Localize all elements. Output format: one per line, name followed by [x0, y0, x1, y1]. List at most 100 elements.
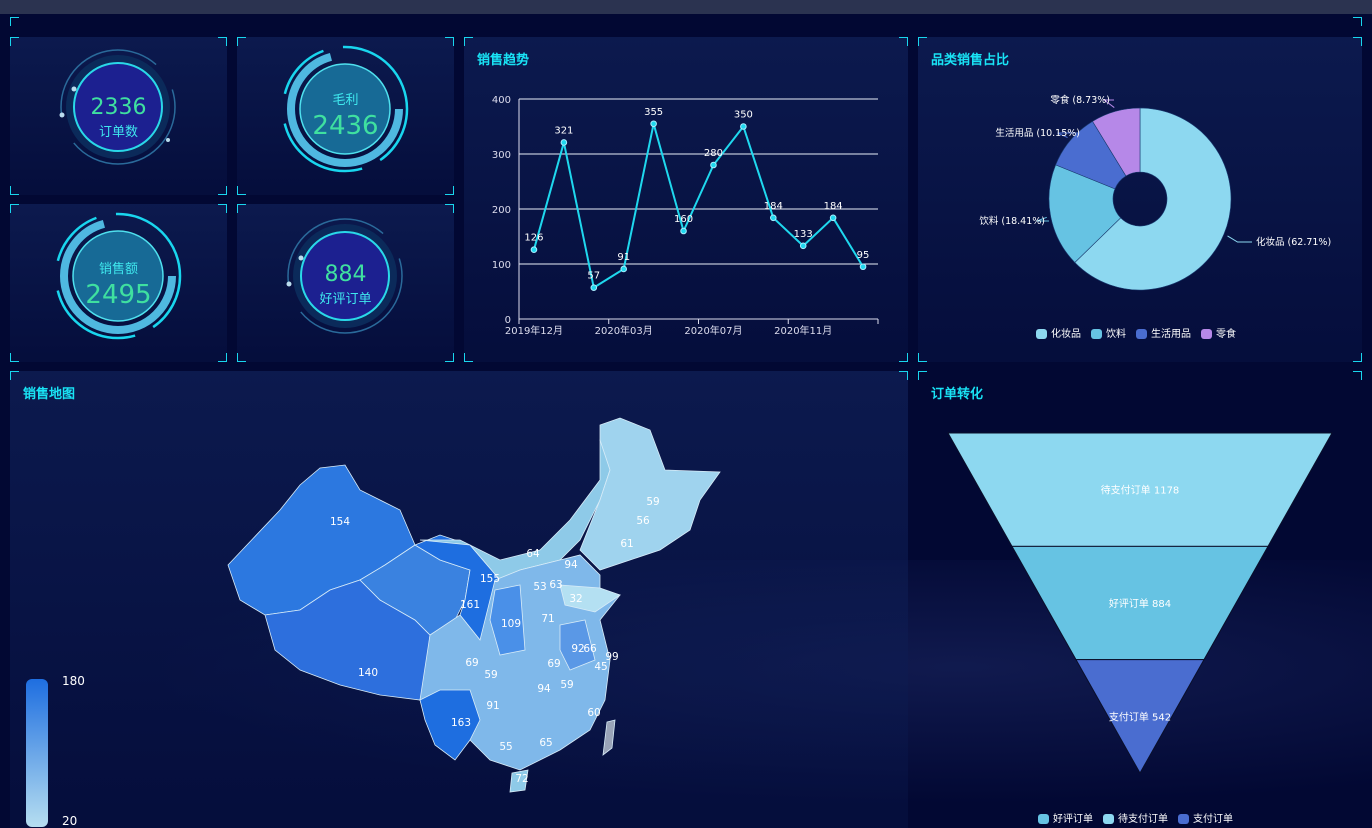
data-label: 91 — [617, 252, 630, 263]
region-value-label: 64 — [526, 548, 540, 560]
y-tick-label: 300 — [492, 150, 511, 161]
legend-swatch — [1136, 329, 1147, 339]
slice-label: 饮料 (18.41%) — [979, 215, 1045, 227]
kpi-value: 2436 — [312, 111, 379, 141]
kpi-label: 毛利 — [332, 93, 359, 108]
data-point — [620, 265, 628, 273]
kpi-card-good-reviews: 884 好评订单 — [237, 204, 454, 362]
data-label: 57 — [587, 271, 600, 282]
label-line — [1102, 99, 1115, 108]
window-top-bar — [0, 0, 1372, 14]
panel-title: 销售趋势 — [477, 53, 530, 68]
data-label: 355 — [644, 107, 663, 118]
region-value-label: 59 — [484, 669, 497, 681]
region-value-label: 66 — [583, 643, 597, 655]
province-region — [602, 719, 616, 756]
kpi-label: 销售额 — [98, 262, 138, 277]
data-label: 133 — [794, 229, 813, 240]
data-point — [590, 284, 598, 291]
legend-item[interactable]: 化妆品 — [1036, 325, 1081, 340]
order-conversion-panel: 订单转化 待支付订单 1178 好评订单 884 支付订单 542 好评订单 待支付订… — [918, 371, 1362, 828]
series-line — [532, 123, 864, 290]
slice-label: 零食 (8.73%) — [1050, 94, 1110, 106]
region-value-label: 72 — [515, 773, 528, 785]
region-value-label: 91 — [486, 700, 499, 712]
ring-orbit-icon — [59, 49, 176, 165]
region-value-label: 32 — [569, 593, 582, 605]
legend-swatch — [1178, 814, 1189, 824]
visual-map-slider[interactable] — [26, 679, 48, 827]
region-value-label: 59 — [560, 679, 573, 691]
data-label: 280 — [704, 148, 723, 159]
region-value-label: 161 — [460, 599, 480, 611]
panel-title: 订单转化 — [931, 387, 984, 402]
data-point — [859, 263, 867, 271]
label-line — [1227, 235, 1252, 243]
y-tick-label: 0 — [505, 315, 511, 326]
legend-swatch — [1091, 329, 1102, 339]
x-tick-label: 2020年11月 — [774, 324, 832, 337]
region-value-label: 71 — [541, 613, 554, 625]
region-value-label: 99 — [605, 651, 618, 663]
pie-slice — [1074, 107, 1232, 291]
region-value-label: 56 — [636, 515, 650, 527]
data-point — [769, 214, 777, 222]
label-line — [1057, 132, 1084, 139]
legend-item[interactable]: 生活用品 — [1136, 325, 1191, 340]
data-point — [530, 246, 538, 253]
ring-orbit-icon — [286, 218, 403, 334]
region-value-label: 154 — [330, 516, 350, 528]
region-value-label: 109 — [501, 618, 521, 630]
y-tick-label: 400 — [492, 95, 511, 106]
pie-slice — [1048, 164, 1122, 263]
region-value-label: 155 — [480, 573, 500, 585]
x-tick-label: 2020年03月 — [595, 324, 653, 337]
kpi-value: 2495 — [85, 280, 152, 310]
province-region — [559, 619, 596, 671]
x-tick-label: 2019年12月 — [505, 324, 563, 337]
region-value-label: 163 — [451, 717, 471, 729]
legend-label: 化妆品 — [1051, 329, 1081, 340]
funnel-chart: 待支付订单 1178 好评订单 884 支付订单 542 — [947, 432, 1333, 775]
legend-label: 零食 — [1216, 329, 1236, 340]
province-region — [489, 584, 526, 656]
data-point — [829, 214, 837, 222]
legend-swatch — [1103, 814, 1114, 824]
legend-label: 支付订单 — [1193, 814, 1233, 825]
y-tick-label: 200 — [492, 205, 511, 216]
sales-trend-panel: 销售趋势 0 100 200 300 400 2019年12月 2020年03月 2020年0… — [464, 37, 908, 362]
panel-title: 销售地图 — [23, 387, 76, 402]
y-tick-label: 100 — [492, 260, 511, 271]
frame-corner — [10, 17, 19, 26]
gauge-ring-icon — [54, 212, 182, 340]
slice-label: 化妆品 (62.71%) — [1256, 236, 1331, 248]
slice-label: 生活用品 (10.15%) — [995, 127, 1080, 139]
kpi-card-sales: 销售额 2495 — [10, 204, 227, 362]
region-value-label: 140 — [358, 667, 378, 679]
province-region — [509, 769, 529, 793]
label-line — [1036, 216, 1049, 222]
legend-item[interactable]: 支付订单 — [1178, 810, 1233, 825]
data-point — [710, 161, 717, 169]
funnel-stage — [1075, 659, 1205, 775]
legend-item[interactable]: 待支付订单 — [1103, 810, 1168, 825]
legend-item[interactable]: 零食 — [1201, 325, 1236, 340]
pie-slice — [1092, 107, 1141, 177]
legend-item[interactable]: 饮料 — [1091, 325, 1126, 340]
legend-item[interactable]: 好评订单 — [1038, 810, 1093, 825]
line-chart: 0 100 200 300 400 2019年12月 2020年03月 2020年07月 202… — [492, 95, 879, 337]
data-point — [560, 139, 568, 146]
data-label: 321 — [554, 125, 573, 136]
data-point — [680, 227, 687, 235]
kpi-label: 好评订单 — [319, 292, 372, 307]
region-value-label: 94 — [564, 559, 578, 571]
data-label: 126 — [524, 233, 543, 244]
stage-label: 待支付订单 1178 — [1101, 484, 1180, 497]
region-value-label: 69 — [547, 658, 560, 670]
stage-label: 好评订单 884 — [1109, 598, 1171, 610]
gauge-ring-icon — [281, 45, 409, 173]
data-point — [740, 123, 747, 130]
legend-label: 好评订单 — [1053, 814, 1093, 825]
region-value-label: 94 — [537, 683, 551, 695]
kpi-value: 884 — [324, 262, 367, 287]
